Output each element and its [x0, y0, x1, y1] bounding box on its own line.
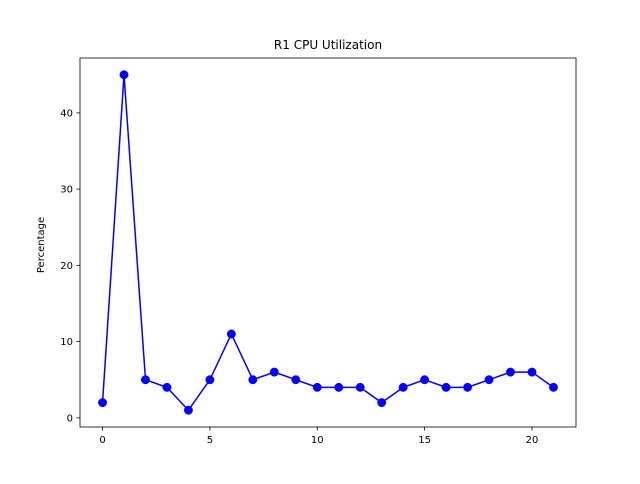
y-tick-label: 40 [60, 108, 73, 119]
data-point [420, 375, 430, 385]
data-point [205, 375, 215, 385]
data-point [549, 382, 558, 392]
series-line [101, 74, 555, 411]
axes-frame [79, 57, 577, 428]
data-point [291, 375, 301, 385]
data-point [312, 382, 322, 392]
chart-title: R1 CPU Utilization [274, 38, 382, 52]
data-point [441, 382, 451, 392]
data-point [506, 367, 515, 377]
data-point [377, 398, 387, 408]
x-tick-label: 10 [311, 435, 324, 446]
y-tick-label: 0 [67, 413, 73, 424]
x-tick-label: 20 [526, 435, 539, 446]
data-point [226, 329, 236, 339]
data-point [248, 375, 258, 385]
x-tick-label: 5 [207, 435, 213, 446]
plot-area: 0 5 10 15 20 0 10 20 30 40 [60, 57, 577, 446]
data-point [183, 405, 193, 415]
data-point [527, 367, 537, 377]
data-point [119, 70, 129, 80]
data-point [141, 375, 150, 385]
data-point [162, 382, 172, 392]
data-point [98, 398, 107, 408]
y-tick-label: 20 [60, 261, 73, 272]
y-tick-label: 30 [60, 185, 73, 196]
y-axis-label: Percentage [36, 217, 47, 273]
x-tick-label: 15 [418, 435, 431, 446]
x-tick-label: 0 [99, 435, 105, 446]
data-point [334, 382, 344, 392]
y-tick-label: 10 [60, 337, 73, 348]
data-point [398, 382, 408, 392]
data-point [463, 382, 473, 392]
data-point [484, 375, 494, 385]
data-point [269, 367, 279, 377]
data-point [355, 382, 365, 392]
